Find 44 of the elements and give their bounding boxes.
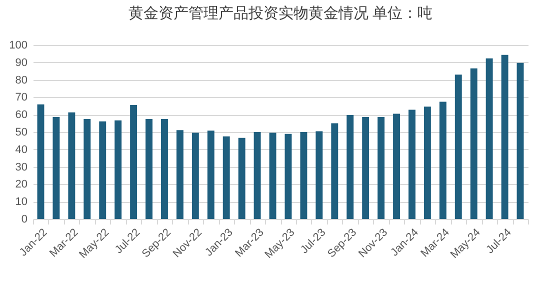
y-tick-label: 0 bbox=[21, 214, 28, 226]
y-tick-label: 100 bbox=[9, 40, 28, 52]
bar bbox=[254, 132, 261, 219]
bar bbox=[37, 104, 44, 219]
bar bbox=[207, 130, 214, 219]
bar bbox=[316, 131, 323, 219]
bar bbox=[269, 132, 276, 219]
y-tick-label: 20 bbox=[15, 178, 28, 191]
bar bbox=[454, 74, 462, 219]
chart-title: 黄金资产管理产品投资实物黄金情况 单位：吨 bbox=[128, 5, 433, 22]
y-tick-label: 50 bbox=[15, 126, 28, 138]
y-tick-label: 70 bbox=[15, 92, 28, 104]
bar bbox=[176, 130, 184, 219]
bar bbox=[393, 114, 400, 219]
bar bbox=[192, 132, 199, 219]
bar bbox=[470, 68, 478, 219]
bar bbox=[439, 102, 446, 219]
y-tick-label: 60 bbox=[15, 109, 28, 122]
bar bbox=[408, 110, 416, 219]
bar bbox=[501, 54, 508, 219]
bar bbox=[222, 136, 230, 219]
y-tick-label: 10 bbox=[15, 196, 28, 208]
y-tick-label: 30 bbox=[15, 161, 28, 174]
bar bbox=[52, 117, 60, 219]
bar bbox=[331, 123, 338, 219]
y-tick-label: 80 bbox=[15, 74, 28, 86]
y-tick-label: 90 bbox=[15, 56, 28, 69]
bar bbox=[84, 118, 91, 219]
bar bbox=[378, 117, 385, 219]
y-tick-label: 40 bbox=[15, 144, 28, 156]
bar bbox=[516, 62, 524, 219]
bar bbox=[300, 132, 308, 219]
bar bbox=[99, 121, 106, 219]
bar bbox=[486, 58, 493, 219]
bar bbox=[68, 112, 76, 219]
bar bbox=[238, 138, 246, 219]
bar bbox=[284, 134, 292, 219]
bar bbox=[161, 118, 168, 219]
bar bbox=[362, 117, 370, 219]
bar bbox=[424, 106, 431, 219]
bar bbox=[346, 114, 354, 219]
bar bbox=[114, 120, 122, 219]
bar bbox=[130, 105, 138, 219]
bar bbox=[146, 118, 152, 219]
